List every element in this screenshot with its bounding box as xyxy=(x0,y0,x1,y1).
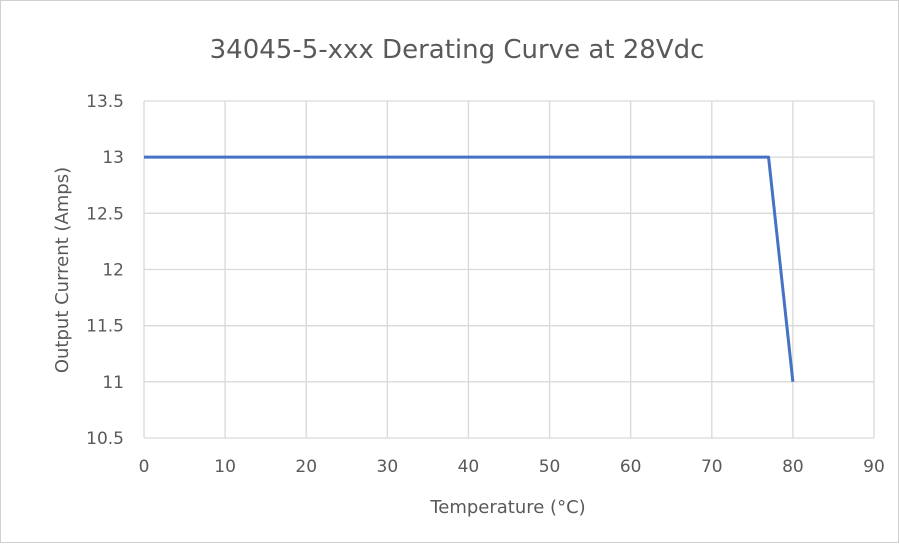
grid-layer xyxy=(144,101,874,438)
y-tick-label: 13 xyxy=(102,148,124,168)
y-tick-label: 11.5 xyxy=(86,317,124,337)
y-tick-label: 12 xyxy=(102,261,124,281)
y-tick-label: 12.5 xyxy=(86,204,124,224)
x-tick-label: 80 xyxy=(782,457,804,477)
x-tick-label: 90 xyxy=(863,457,885,477)
x-tick-label: 20 xyxy=(295,457,317,477)
x-tick-label: 60 xyxy=(620,457,642,477)
y-tick-label: 11 xyxy=(102,373,124,393)
chart-title: 34045-5-xxx Derating Curve at 28Vdc xyxy=(210,35,705,65)
x-tick-label: 10 xyxy=(214,457,236,477)
tick-layer: 0 10 20 30 40 50 60 70 80 90 13.5 13 12.5 12 11.5 11 10.… xyxy=(86,92,885,477)
x-axis-label: Temperature (°C) xyxy=(429,497,585,518)
x-tick-label: 40 xyxy=(458,457,480,477)
x-tick-label: 70 xyxy=(701,457,723,477)
x-tick-label: 30 xyxy=(377,457,399,477)
y-tick-label: 13.5 xyxy=(86,92,124,112)
x-tick-label: 50 xyxy=(539,457,561,477)
x-tick-label: 0 xyxy=(139,457,150,477)
y-tick-label: 10.5 xyxy=(86,429,124,449)
y-axis-label: Output Current (Amps) xyxy=(52,167,73,373)
